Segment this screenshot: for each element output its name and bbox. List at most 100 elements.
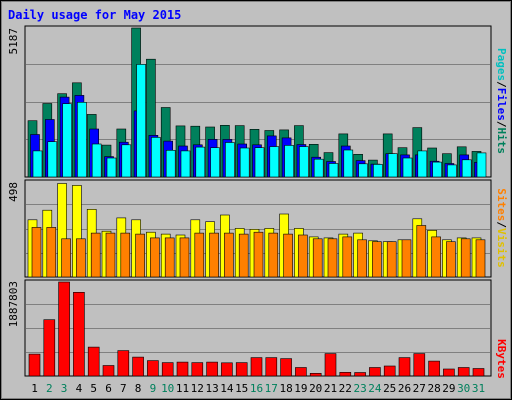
sites-bar-day-1: [31, 227, 42, 278]
sites-bar-day-17: [268, 232, 279, 278]
sites-bar-day-20: [312, 238, 323, 278]
x-axis-label-day-30: 30: [457, 382, 470, 395]
kbytes-legend: KBytes: [495, 339, 508, 379]
visits-legend: Sites/Visits: [495, 188, 508, 268]
pages-bar-day-30: [461, 159, 472, 178]
kbytes-bar-day-17: [265, 357, 278, 377]
sites-bar-day-25: [386, 241, 397, 278]
x-axis-label-day-8: 8: [135, 382, 142, 395]
pages-bar-day-31: [476, 152, 487, 178]
kbytes-bar-day-5: [87, 346, 100, 377]
x-axis-label-day-15: 15: [235, 382, 248, 395]
x-axis-label-day-22: 22: [339, 382, 352, 395]
pages-bar-day-18: [284, 145, 294, 178]
pages-bar-day-8: [136, 64, 146, 178]
kbytes-bar-day-20: [309, 372, 322, 377]
kbytes-bar-day-15: [235, 362, 248, 377]
kbytes-bar-day-7: [117, 350, 130, 377]
x-axis-label-day-5: 5: [90, 382, 97, 395]
pages-bar-day-1: [32, 150, 43, 178]
kbytes-bar-day-9: [147, 360, 159, 377]
kbytes-max-label: 1887803: [7, 281, 20, 327]
pages-bar-day-17: [269, 146, 280, 178]
pages-bar-day-5: [91, 143, 102, 178]
pages-bar-day-14: [225, 142, 235, 178]
pages-bar-day-22: [343, 149, 354, 178]
legend-part-top-4: Hits: [495, 128, 508, 155]
kbytes-bar-day-14: [221, 362, 233, 377]
kbytes-bar-day-8: [132, 356, 144, 377]
legend-part-top-2: Files: [495, 88, 508, 121]
x-axis-label-day-12: 12: [191, 382, 204, 395]
x-axis-label-day-18: 18: [279, 382, 292, 395]
pages-bar-day-11: [180, 150, 191, 178]
pages-bar-day-24: [373, 164, 383, 178]
kbytes-bar-day-6: [102, 365, 115, 377]
sites-bar-day-23: [357, 239, 367, 278]
legend-part-top-0: Pages: [495, 48, 508, 81]
x-axis-label-day-25: 25: [383, 382, 396, 395]
sites-bar-day-5: [90, 232, 101, 278]
legend-part-top-3: /: [495, 121, 508, 128]
sites-bar-day-27: [416, 225, 427, 278]
x-axis-label-day-21: 21: [324, 382, 337, 395]
kbytes-bar-day-31: [472, 368, 485, 377]
sites-bar-day-29: [446, 241, 456, 278]
kbytes-bar-day-18: [280, 358, 292, 377]
x-axis-label-day-14: 14: [220, 382, 234, 395]
sites-bar-day-26: [401, 239, 412, 278]
sites-bar-day-3: [61, 238, 71, 278]
sites-bar-day-12: [194, 232, 205, 278]
pages-bar-day-25: [387, 153, 398, 178]
legend-part-top-1: /: [495, 81, 508, 88]
pages-bar-day-6: [106, 157, 117, 178]
x-axis-label-day-24: 24: [368, 382, 382, 395]
x-axis-label-day-7: 7: [120, 382, 127, 395]
sites-bar-day-4: [76, 238, 86, 278]
pages-bar-day-9: [151, 137, 161, 178]
kbytes-bar-day-10: [161, 362, 174, 377]
legend-part-middle-0: Sites: [495, 188, 508, 221]
kbytes-bar-day-21: [324, 353, 337, 377]
x-axis-label-day-19: 19: [294, 382, 307, 395]
kbytes-bar-day-26: [398, 357, 411, 377]
pages-bar-day-16: [254, 147, 265, 178]
pages-bar-day-27: [417, 150, 428, 178]
pages-bar-day-12: [195, 146, 206, 178]
kbytes-bar-day-4: [73, 291, 85, 377]
kbytes-bar-day-3: [58, 281, 70, 377]
sites-bar-day-8: [135, 233, 145, 278]
pages-bar-day-10: [165, 150, 176, 178]
x-axis-label-day-6: 6: [105, 382, 112, 395]
kbytes-bar-day-12: [191, 362, 204, 377]
pages-bar-day-4: [77, 102, 87, 178]
x-axis-label-day-29: 29: [442, 382, 455, 395]
sites-bar-day-19: [298, 234, 308, 278]
kbytes-bar-day-11: [176, 361, 189, 377]
x-axis-label-day-11: 11: [176, 382, 189, 395]
legend-part-bottom-0: KBytes: [495, 339, 508, 379]
sites-bar-day-13: [209, 232, 219, 278]
pages-bar-day-2: [47, 141, 58, 178]
kbytes-bar-day-25: [383, 365, 396, 377]
visits-max-label: 498: [7, 182, 20, 202]
chart-title: Daily usage for May 2015: [8, 8, 181, 22]
pages-bar-day-29: [447, 164, 457, 178]
pages-bar-day-13: [210, 147, 220, 178]
x-axis-label-day-3: 3: [61, 382, 68, 395]
sites-bar-day-15: [238, 233, 249, 278]
x-axis-label-day-27: 27: [413, 382, 426, 395]
x-axis-label-day-13: 13: [205, 382, 218, 395]
x-axis-label-day-2: 2: [46, 382, 53, 395]
x-axis-label-day-28: 28: [427, 382, 440, 395]
bar-marks: [27, 27, 487, 377]
pages-bar-day-28: [432, 161, 442, 178]
kbytes-bar-day-19: [295, 367, 307, 377]
x-axis-label-day-9: 9: [150, 382, 157, 395]
sites-bar-day-21: [327, 238, 338, 278]
kbytes-bar-day-22: [339, 371, 352, 377]
legend-part-middle-1: /: [495, 221, 508, 228]
